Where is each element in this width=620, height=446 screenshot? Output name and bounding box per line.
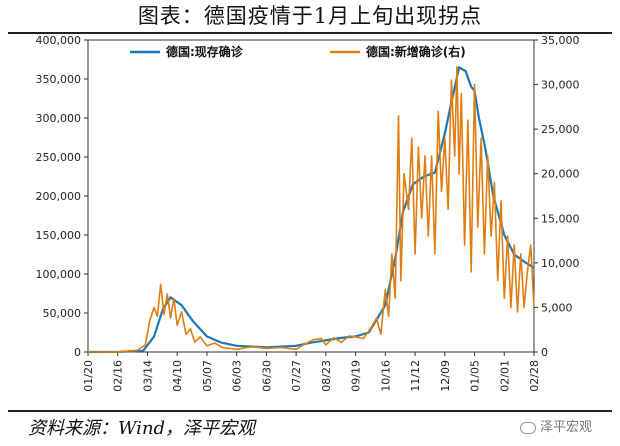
x-tick-label: 10/16 bbox=[379, 360, 392, 392]
y-left-tick-label: 150,000 bbox=[36, 229, 82, 242]
y-left-tick-label: 100,000 bbox=[36, 268, 82, 281]
x-tick-label: 02/01 bbox=[498, 360, 511, 392]
y-right-tick-label: 20,000 bbox=[541, 168, 580, 181]
y-right-tick-label: 30,000 bbox=[541, 79, 580, 92]
y-right-tick-label: 15,000 bbox=[541, 212, 580, 225]
x-tick-label: 05/07 bbox=[201, 360, 214, 392]
x-tick-label: 04/10 bbox=[171, 360, 184, 392]
wechat-icon bbox=[520, 421, 536, 434]
y-right-tick-label: 5,000 bbox=[541, 301, 573, 314]
chart-canvas: 0 50,000 100,000 150,000 200,000 250,000 300,0… bbox=[36, 34, 580, 392]
y-right-tick-label: 25,000 bbox=[541, 123, 580, 136]
watermark: 泽平宏观 bbox=[520, 416, 592, 435]
x-tick-label: 01/05 bbox=[469, 360, 482, 392]
footer-divider bbox=[8, 410, 612, 412]
x-tick-label: 02/28 bbox=[528, 360, 541, 392]
watermark-text: 泽平宏观 bbox=[540, 420, 593, 435]
y-right-tick-label: 35,000 bbox=[541, 34, 580, 47]
x-tick-label: 06/30 bbox=[260, 360, 273, 392]
x-tick-label: 12/09 bbox=[439, 360, 452, 392]
y-left-tick-label: 200,000 bbox=[36, 190, 82, 203]
chart-series bbox=[87, 65, 535, 354]
x-tick-label: 06/03 bbox=[231, 360, 244, 392]
chart-legend: 德国:现存确诊 德国:新增确诊(右) bbox=[130, 44, 466, 59]
plot-frame bbox=[87, 39, 535, 353]
series-line-new bbox=[87, 65, 535, 353]
y-left-tick-label: 300,000 bbox=[36, 112, 82, 125]
x-tick-label: 07/27 bbox=[290, 360, 303, 392]
y-left-tick-label: 250,000 bbox=[36, 151, 82, 164]
x-tick-label: 09/19 bbox=[350, 360, 363, 392]
x-tick-label: 01/20 bbox=[82, 360, 95, 392]
x-tick-label: 08/23 bbox=[320, 360, 333, 392]
y-right-tick-label: 10,000 bbox=[541, 257, 580, 270]
y-left-tick-label: 50,000 bbox=[43, 307, 82, 320]
x-tick-label: 11/12 bbox=[409, 360, 422, 392]
chart-axes: 0 50,000 100,000 150,000 200,000 250,000 300,0… bbox=[36, 34, 580, 392]
legend-label-active: 德国:现存确诊 bbox=[166, 44, 244, 59]
series-line-active bbox=[87, 66, 535, 354]
legend-label-new: 德国:新增确诊(右) bbox=[366, 44, 466, 59]
x-tick-label: 02/16 bbox=[112, 360, 125, 392]
y-left-tick-label: 0 bbox=[74, 346, 81, 359]
y-left-tick-label: 400,000 bbox=[36, 34, 82, 47]
y-left-tick-label: 350,000 bbox=[36, 73, 82, 86]
chart-title: 图表：德国疫情于1月上旬出现拐点 bbox=[137, 4, 483, 28]
x-tick-label: 03/14 bbox=[141, 360, 154, 392]
y-right-tick-label: 0 bbox=[541, 346, 548, 359]
source-note: 资料来源：Wind，泽平宏观 bbox=[28, 418, 256, 439]
title-divider bbox=[8, 32, 612, 34]
